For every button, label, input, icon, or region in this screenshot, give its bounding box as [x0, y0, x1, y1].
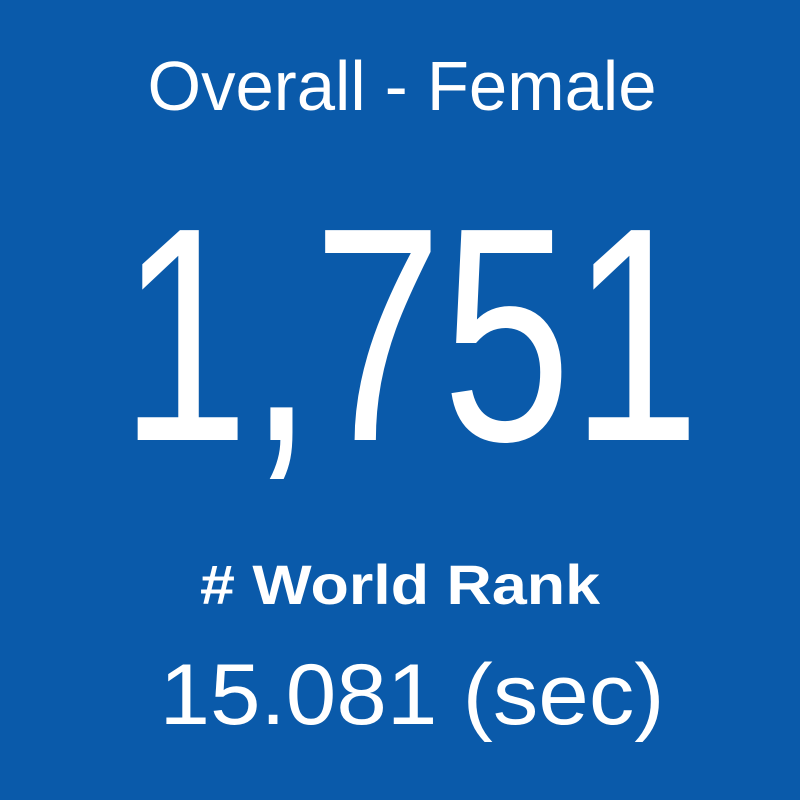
tile-title: Overall - Female [148, 47, 657, 125]
tile-label: # World Rank [200, 553, 601, 616]
tile-detail: 15.081 (sec) [160, 647, 665, 743]
tile-value: 1,751 [120, 164, 700, 505]
